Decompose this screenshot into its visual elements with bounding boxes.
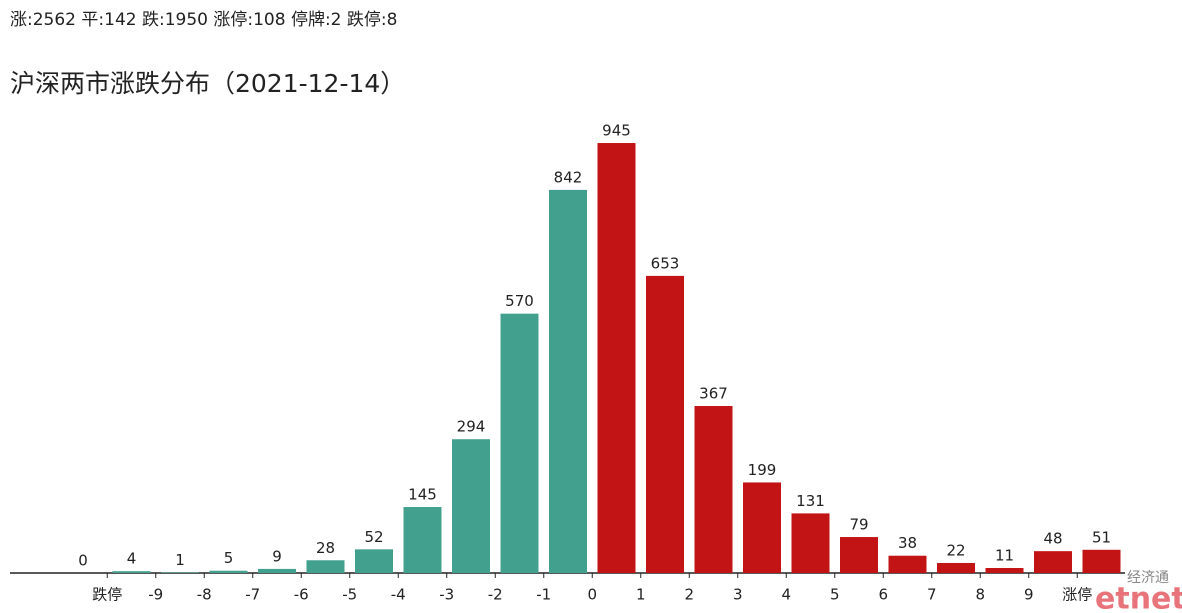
value-label: 945 xyxy=(602,122,631,140)
x-tick-label: 2 xyxy=(684,586,694,604)
value-label: 5 xyxy=(224,549,234,567)
value-label: 11 xyxy=(995,546,1014,564)
bar xyxy=(112,571,151,573)
bar xyxy=(791,513,830,573)
value-label: 842 xyxy=(554,168,583,186)
bar xyxy=(743,482,781,573)
x-tick-label: 6 xyxy=(878,586,888,604)
bar xyxy=(209,570,248,573)
summary: 涨:2562 平:142 跌:1950 涨停:108 停牌:2 跌停:8 xyxy=(10,10,397,30)
value-label: 294 xyxy=(457,418,486,436)
watermark-logo: etnet xyxy=(1095,582,1182,613)
x-tick-label: 0 xyxy=(587,586,597,604)
bar xyxy=(888,555,927,573)
value-label: 38 xyxy=(898,534,917,552)
bar xyxy=(646,275,684,573)
value-label: 48 xyxy=(1043,530,1062,548)
value-label: 22 xyxy=(946,541,965,559)
watermark-text: 经济通 xyxy=(1127,570,1169,586)
x-tick-label: 跌停 xyxy=(92,586,122,604)
x-tick-label: 9 xyxy=(1024,586,1034,604)
x-tick-label: 1 xyxy=(636,586,646,604)
value-label: 28 xyxy=(316,539,335,557)
x-tick-label: -7 xyxy=(245,586,260,604)
bar xyxy=(597,143,636,573)
x-tick-label: 4 xyxy=(781,586,791,604)
bar xyxy=(985,567,1024,573)
bar xyxy=(937,562,975,573)
x-tick-label: -8 xyxy=(197,586,212,604)
value-label: 145 xyxy=(408,486,437,504)
bar xyxy=(694,406,733,573)
bar xyxy=(306,560,345,573)
x-tick-label: -4 xyxy=(391,586,406,604)
bar xyxy=(258,568,296,573)
value-label: 52 xyxy=(364,528,383,546)
bar xyxy=(1034,551,1072,573)
value-label: 1 xyxy=(175,551,185,569)
x-tick-label: 3 xyxy=(733,586,743,604)
x-tick-label: -3 xyxy=(439,586,454,604)
bar xyxy=(452,439,490,573)
value-label: 367 xyxy=(699,385,728,403)
bar xyxy=(1082,549,1121,573)
value-label: 199 xyxy=(748,461,777,479)
x-tick-label: 涨停 xyxy=(1062,586,1092,604)
bar xyxy=(549,189,587,573)
x-tick-label: 7 xyxy=(927,586,937,604)
value-label: 4 xyxy=(127,550,137,568)
value-label: 570 xyxy=(505,292,534,310)
value-label: 653 xyxy=(651,254,680,272)
chart-title: 沪深两市涨跌分布（2021-12-14） xyxy=(10,69,405,98)
value-label: 79 xyxy=(849,516,868,534)
bar xyxy=(403,507,442,573)
x-tick-label: -5 xyxy=(342,586,357,604)
x-tick-label: 8 xyxy=(975,586,985,604)
x-tick-label: -2 xyxy=(488,586,503,604)
x-tick-label: -1 xyxy=(536,586,551,604)
x-tick-label: 5 xyxy=(830,586,840,604)
value-label: 9 xyxy=(272,547,282,565)
value-label: 51 xyxy=(1092,528,1111,546)
value-label: 0 xyxy=(78,552,88,570)
value-label: 131 xyxy=(796,492,825,510)
bar xyxy=(500,313,539,573)
x-tick-label: -9 xyxy=(148,586,163,604)
bar xyxy=(355,549,393,573)
bar xyxy=(840,537,878,573)
x-tick-label: -6 xyxy=(294,586,309,604)
